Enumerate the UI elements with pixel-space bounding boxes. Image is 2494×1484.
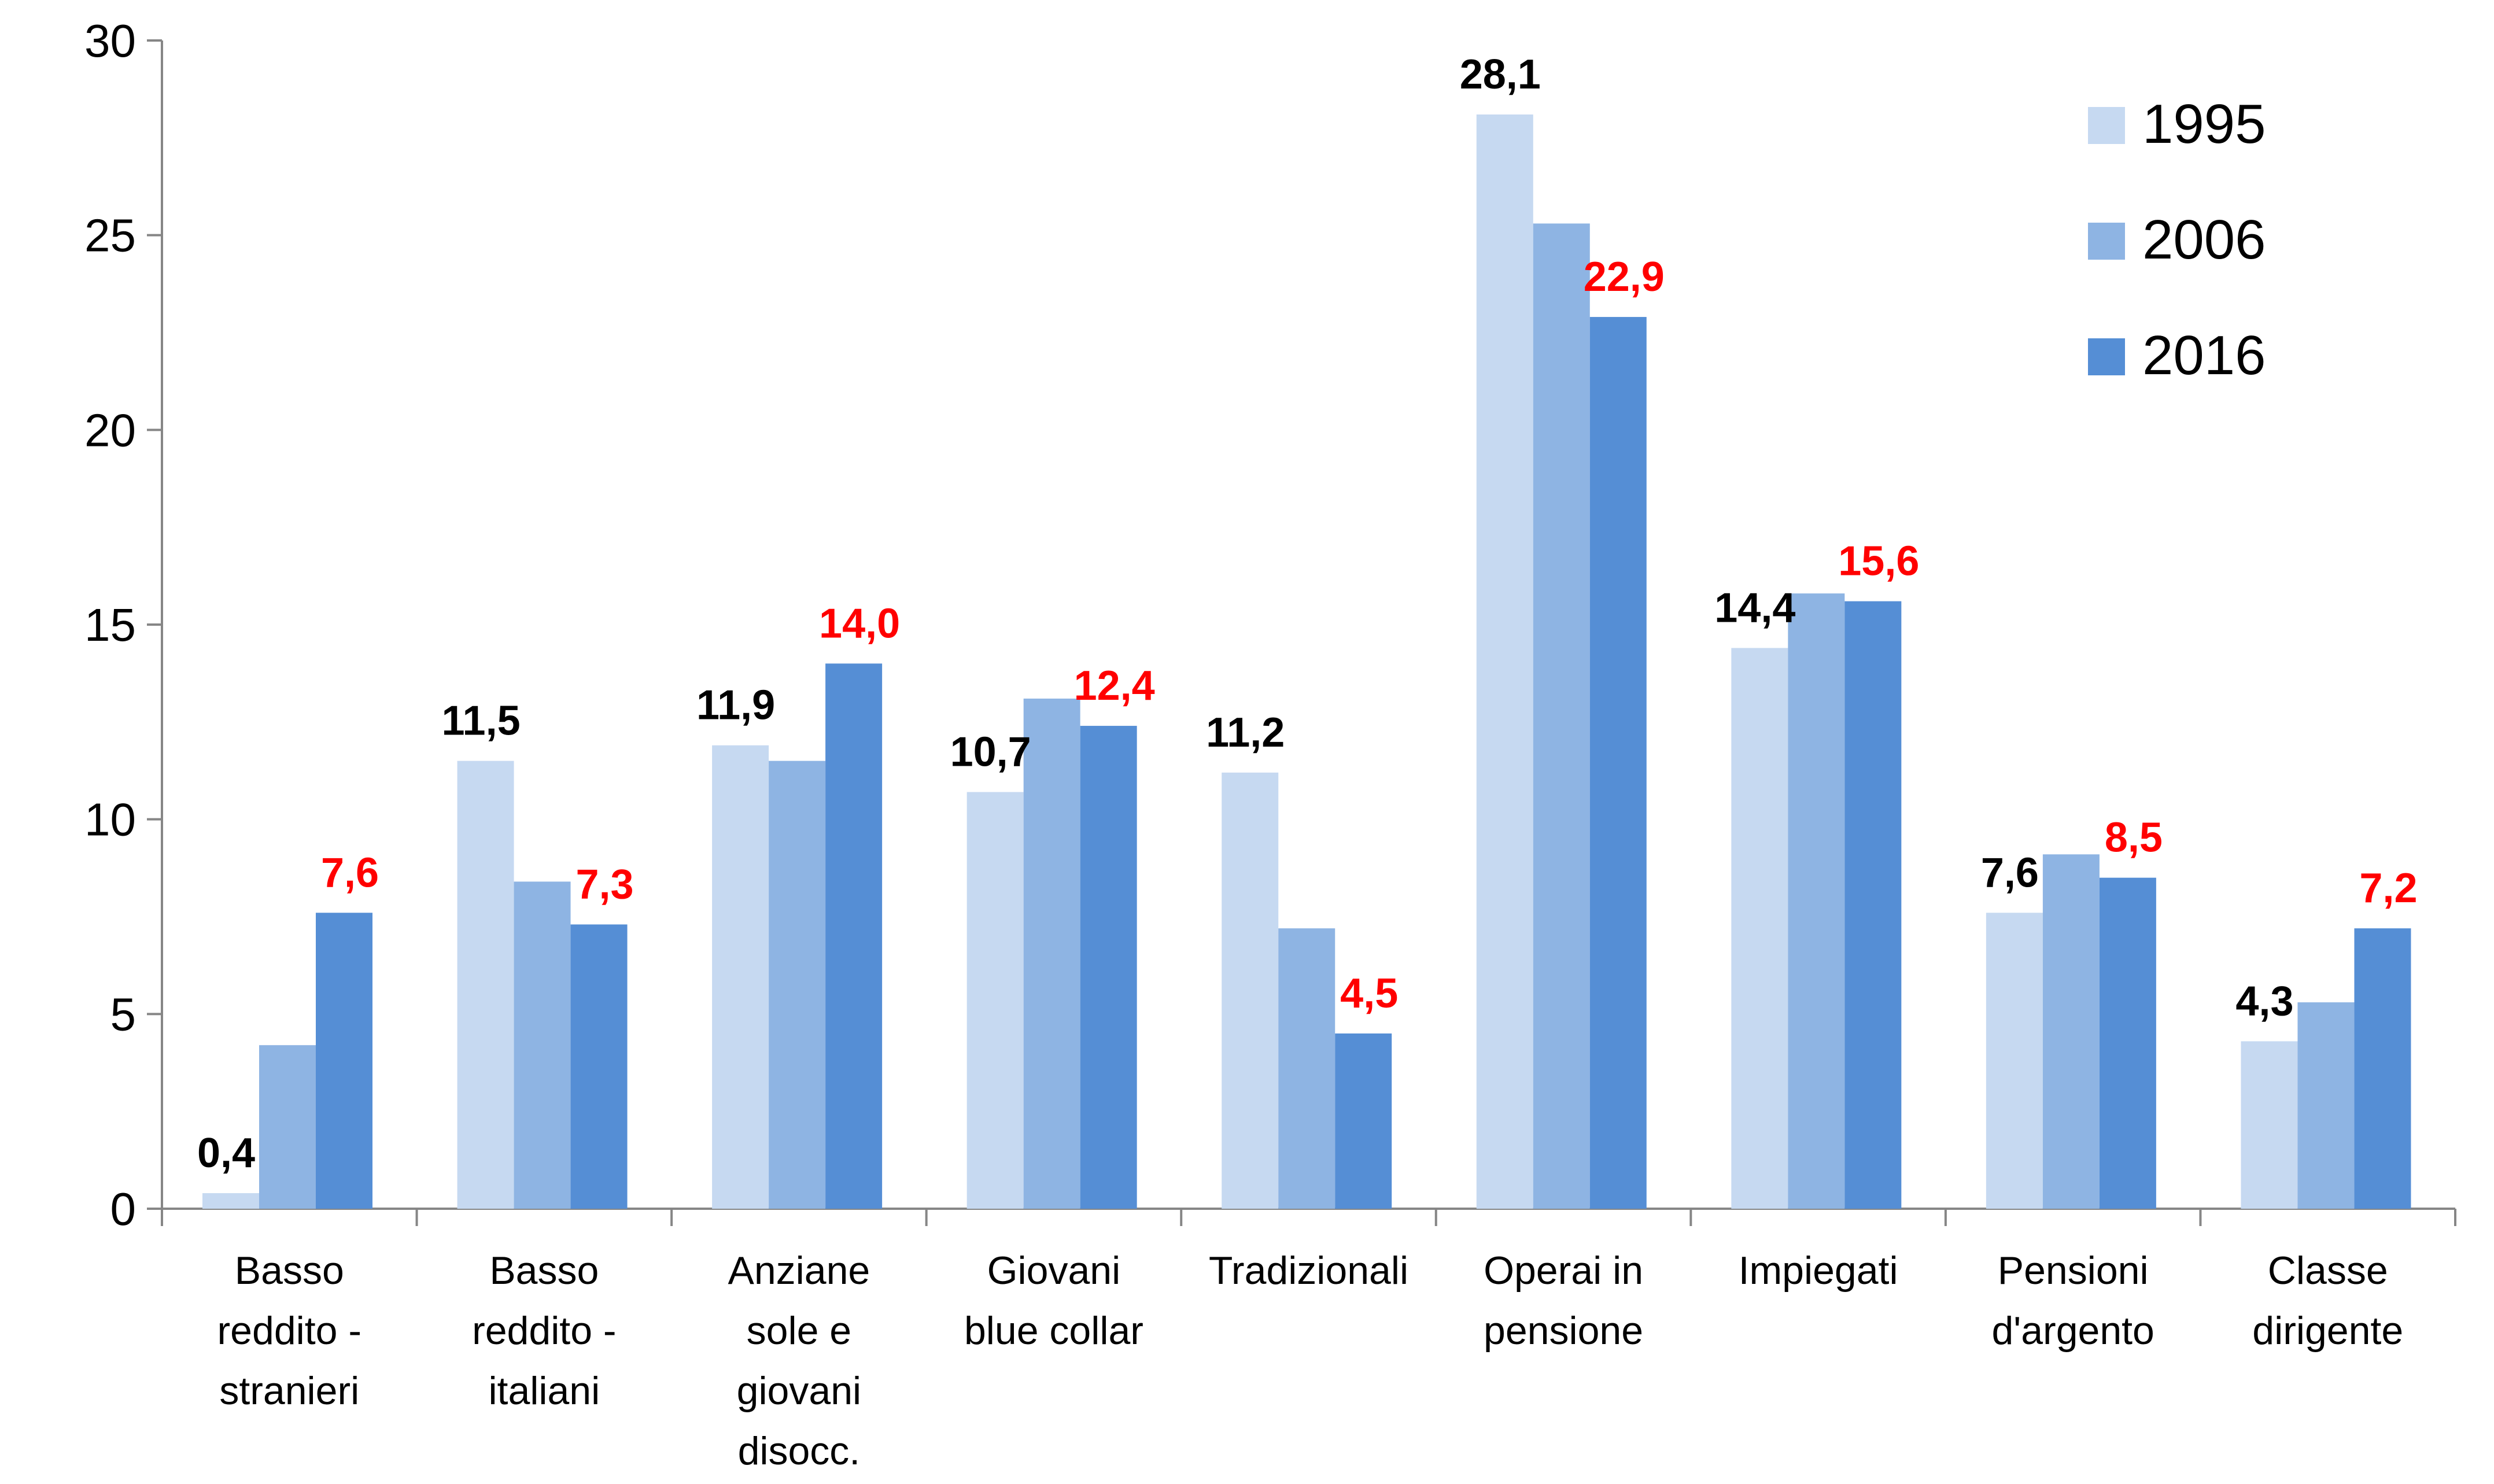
legend-swatch-2006	[2088, 223, 2125, 260]
data-label-1995: 11,5	[441, 698, 520, 744]
bar-2016	[316, 913, 372, 1209]
data-label-2016: 12,4	[1074, 663, 1155, 709]
bar-2016	[1080, 726, 1137, 1209]
category-label-line: disocc.	[738, 1429, 861, 1473]
bar-2016	[1844, 601, 1902, 1209]
data-label-2016: 7,3	[576, 861, 634, 907]
bar-2006	[2297, 1002, 2355, 1209]
bar-2006	[1533, 223, 1590, 1209]
bars	[202, 114, 2411, 1209]
data-label-1995: 7,6	[1981, 850, 2039, 896]
data-label-1995: 10,7	[950, 729, 1031, 776]
category-label-line: Anziane	[728, 1249, 870, 1293]
bar-1995	[1731, 648, 1788, 1209]
category-label-line: reddito -	[217, 1309, 361, 1353]
bar-1995	[712, 745, 769, 1209]
data-label-2016: 22,9	[1584, 254, 1665, 300]
legend-label-2016: 2016	[2142, 324, 2266, 386]
category-label-line: Impiegati	[1739, 1249, 1898, 1293]
legend-swatch-1995	[2088, 107, 2125, 144]
category-label-line: italiani	[488, 1369, 600, 1413]
bar-2006	[769, 761, 826, 1209]
category-label: Impiegati	[1739, 1249, 1898, 1293]
y-tick-label: 15	[84, 599, 136, 651]
category-label-line: sole e	[747, 1309, 851, 1353]
bar-2016	[2354, 928, 2411, 1209]
data-label-2016: 7,6	[321, 850, 379, 896]
bar-1995	[2241, 1041, 2298, 1209]
category-label-line: stranieri	[219, 1369, 359, 1413]
data-label-2016: 4,5	[1340, 970, 1398, 1017]
category-label-line: dirigente	[2252, 1309, 2403, 1353]
legend: 1995 2006 2016	[2088, 93, 2266, 386]
bar-2006	[1278, 928, 1335, 1209]
category-label: Operai in pensione	[1484, 1249, 1643, 1353]
legend-swatch-2016	[2088, 338, 2125, 375]
bar-2006	[259, 1045, 316, 1209]
data-label-1995: 14,4	[1714, 585, 1795, 631]
category-label-line: Operai in	[1484, 1249, 1643, 1293]
axes: 0 5 10 15 20 25 30	[84, 15, 2456, 1235]
category-label-line: d'argento	[1991, 1309, 2154, 1353]
data-label-1995: 11,2	[1206, 710, 1285, 756]
bar-2016	[2099, 877, 2156, 1209]
category-label-line: Basso	[235, 1249, 344, 1293]
data-labels: 0,4 11,5 11,9 10,7 11,2 28,1 14,4 7,6 4,3 7,6 7,3 1…	[197, 51, 2418, 1176]
category-label: Tradizionali	[1209, 1249, 1408, 1293]
data-label-2016: 7,2	[2359, 865, 2417, 911]
bar-1995	[202, 1193, 259, 1209]
y-tick-label: 25	[84, 210, 136, 261]
category-label: Basso reddito - stranieri	[217, 1249, 361, 1413]
category-label-line: Pensioni	[1998, 1249, 2149, 1293]
bar-1995	[1476, 114, 1533, 1209]
category-label: Anziane sole e giovani disocc.	[728, 1249, 870, 1473]
category-label-line: blue collar	[964, 1309, 1143, 1353]
y-tick-label: 0	[110, 1183, 136, 1235]
bar-2006	[1023, 698, 1080, 1209]
category-label: Giovani blue collar	[964, 1249, 1143, 1353]
y-tick-label: 5	[110, 988, 136, 1040]
bar-2006	[2042, 854, 2100, 1209]
category-label-line: Giovani	[987, 1249, 1121, 1293]
bar-2016	[1589, 317, 1647, 1209]
category-label-line: Basso	[489, 1249, 599, 1293]
bar-2006	[514, 881, 571, 1209]
data-label-1995: 11,9	[696, 682, 775, 729]
bar-2016	[1335, 1033, 1392, 1209]
category-label-line: reddito -	[472, 1309, 616, 1353]
category-label: Pensioni d'argento	[1991, 1249, 2154, 1353]
category-label-line: Classe	[2268, 1249, 2388, 1293]
category-label-line: Tradizionali	[1209, 1249, 1408, 1293]
category-label-line: pensione	[1484, 1309, 1643, 1353]
y-tick-label: 20	[84, 404, 136, 456]
data-label-2016: 15,6	[1838, 538, 1919, 585]
category-label: Basso reddito - italiani	[472, 1249, 616, 1413]
bar-2006	[1788, 593, 1845, 1209]
legend-label-2006: 2006	[2142, 209, 2266, 271]
legend-label-1995: 1995	[2142, 93, 2266, 155]
bar-1995	[1222, 772, 1279, 1209]
category-label: Classe dirigente	[2252, 1249, 2403, 1353]
bar-1995	[457, 761, 514, 1209]
bar-1995	[1986, 913, 2043, 1209]
data-label-1995: 28,1	[1460, 51, 1541, 98]
bar-2016	[570, 924, 628, 1209]
y-tick-label: 10	[84, 794, 136, 846]
category-labels: Basso reddito - stranieri Basso reddito - ita…	[217, 1249, 2404, 1473]
data-label-1995: 0,4	[197, 1130, 255, 1176]
data-label-2016: 8,5	[2105, 815, 2163, 861]
category-label-line: giovani	[737, 1369, 862, 1413]
data-label-1995: 4,3	[2235, 978, 2293, 1024]
data-label-2016: 14,0	[819, 600, 900, 647]
y-tick-label: 30	[84, 15, 136, 67]
bar-2016	[825, 663, 883, 1209]
bar-1995	[966, 792, 1024, 1209]
